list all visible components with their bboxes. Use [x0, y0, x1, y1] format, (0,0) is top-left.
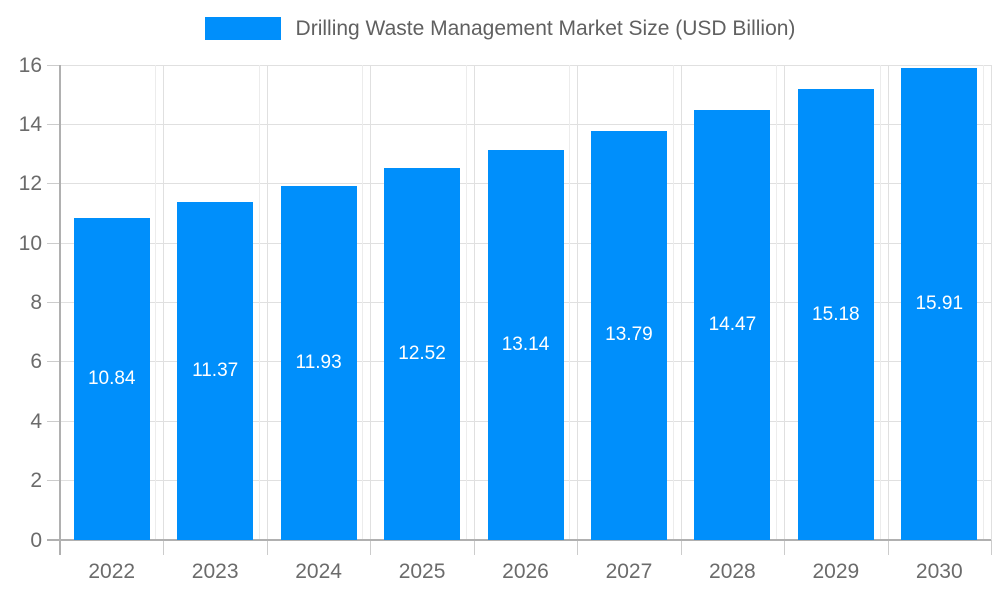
y-axis-label: 12 [18, 172, 42, 196]
bar-2024 [280, 185, 357, 540]
v-gridline-minor [983, 65, 984, 540]
y-tick [47, 183, 60, 185]
y-axis-label: 2 [30, 469, 42, 493]
y-tick [47, 420, 60, 422]
v-gridline [266, 65, 268, 540]
bar-value-label: 13.14 [501, 333, 550, 355]
v-gridline-minor [465, 65, 467, 540]
bar-value-label: 13.79 [605, 324, 653, 346]
v-gridline [163, 65, 165, 540]
y-axis-label: 10 [18, 231, 42, 255]
x-axis-label: 2025 [398, 560, 446, 583]
bar-value-label: 11.37 [192, 360, 239, 382]
bar-value-label: 15.91 [915, 292, 964, 314]
x-tick [577, 540, 579, 555]
x-axis-label: 2029 [812, 560, 860, 583]
v-gridline [577, 65, 579, 540]
bar-value-label: 10.84 [87, 368, 136, 390]
v-gridline-minor [776, 65, 778, 540]
x-tick [991, 540, 992, 555]
v-gridline [680, 65, 682, 540]
v-gridline-minor [258, 65, 260, 540]
x-axis-label: 2028 [709, 560, 756, 583]
x-axis-label: 2024 [295, 560, 342, 583]
bar-value-label: 11.93 [295, 351, 342, 373]
bar-value-label: 14.47 [708, 314, 757, 336]
bar-value-label: 15.18 [812, 303, 860, 325]
x-tick [473, 540, 475, 555]
x-tick [163, 540, 165, 555]
y-tick [47, 242, 60, 244]
h-gridline [60, 64, 991, 66]
y-tick [47, 64, 60, 66]
x-axis-line [47, 539, 991, 541]
y-axis-label: 14 [18, 112, 42, 136]
v-gridline [991, 65, 992, 540]
bar-2026 [487, 149, 564, 540]
bar-value-label: 12.52 [398, 343, 446, 365]
bar-2030 [901, 67, 978, 540]
y-axis-label: 8 [30, 291, 42, 314]
h-gridline [60, 123, 991, 125]
v-gridline-minor [569, 65, 571, 540]
y-tick [47, 480, 60, 482]
y-axis-label: 16 [18, 53, 42, 77]
bar-2029 [797, 89, 874, 540]
y-axis-label: 6 [30, 350, 42, 374]
x-tick [370, 540, 372, 555]
legend: Drilling Waste Management Market Size (U… [0, 17, 1000, 41]
v-gridline [887, 65, 889, 540]
x-axis-label: 2023 [191, 560, 239, 583]
v-gridline-minor [672, 65, 674, 540]
y-tick [47, 302, 60, 303]
bar-2023 [177, 202, 254, 540]
v-gridline [370, 65, 372, 540]
y-axis-label: 0 [30, 528, 42, 552]
v-gridline-minor [879, 65, 881, 540]
legend-label: Drilling Waste Management Market Size (U… [295, 17, 796, 40]
y-axis-label: 4 [30, 409, 42, 433]
bar-2028 [694, 110, 771, 540]
x-tick [887, 540, 889, 555]
bar-2022 [73, 218, 150, 540]
x-axis-label: 2030 [915, 560, 963, 583]
x-tick [784, 540, 786, 555]
bar-2027 [590, 130, 667, 540]
v-gridline [784, 65, 786, 540]
x-axis-label: 2026 [502, 560, 549, 583]
v-gridline-minor [362, 65, 364, 540]
x-axis-label: 2027 [605, 560, 653, 583]
legend-swatch [204, 17, 281, 41]
y-tick [47, 123, 60, 125]
bar-2025 [384, 168, 461, 540]
y-tick [47, 361, 60, 363]
x-tick [680, 540, 682, 555]
x-tick [266, 540, 268, 555]
v-gridline-minor [155, 65, 157, 540]
y-axis-line [59, 65, 61, 555]
v-gridline [473, 65, 475, 540]
x-axis-label: 2022 [88, 560, 136, 583]
